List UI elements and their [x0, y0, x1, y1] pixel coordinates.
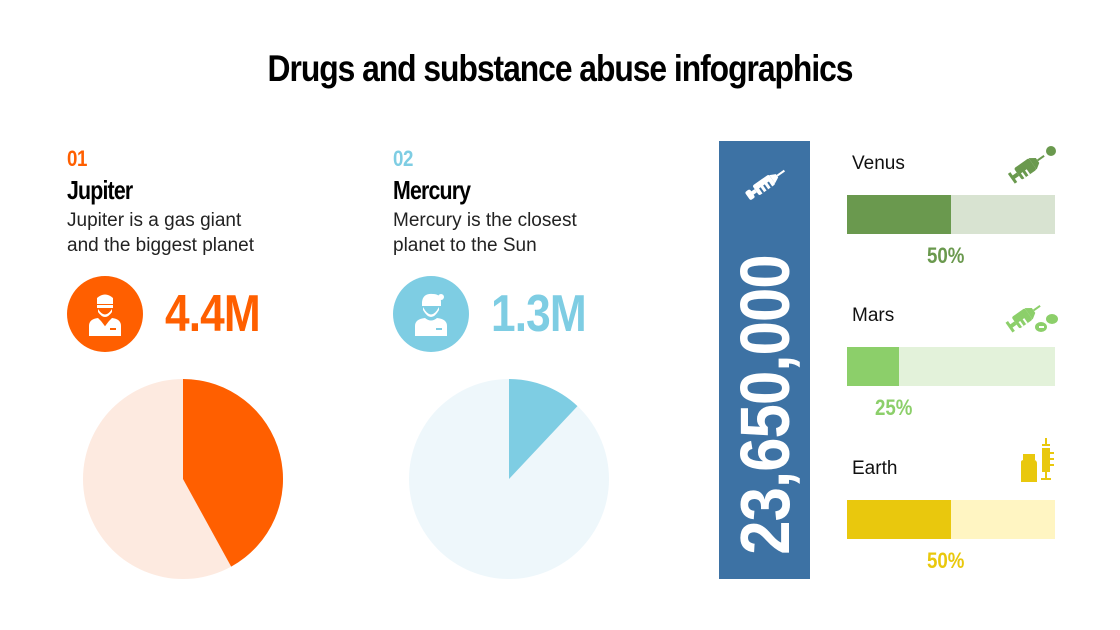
card-description: Mercury is the closest planet to the Sun	[393, 208, 693, 258]
card-name: Jupiter	[67, 175, 133, 205]
progress-fill	[847, 500, 951, 539]
syringe-pills-icon	[1005, 305, 1058, 333]
pie-chart-jupiter	[83, 379, 284, 579]
card-jupiter: 01 Jupiter Jupiter is a gas giant and th…	[67, 146, 367, 352]
vial-syringe-icon	[1021, 438, 1054, 482]
description-line: Jupiter is a gas giant	[67, 210, 242, 231]
bar-label: Venus	[852, 153, 905, 174]
pie-slice-mercury	[509, 379, 578, 479]
pie-slice-jupiter	[183, 379, 284, 567]
percent-label: 50%	[927, 548, 965, 573]
progress-track	[847, 347, 1055, 386]
card-mercury: 02 Mercury Mercury is the closest planet…	[393, 146, 693, 352]
pie-chart-mercury	[409, 379, 609, 579]
female-person-icon	[393, 276, 469, 352]
stat-row: 4.4M	[67, 276, 277, 352]
description-line: planet to the Sun	[393, 235, 537, 256]
bar-label: Mars	[852, 305, 895, 326]
total-banner: 23,650,000	[719, 141, 810, 579]
progress-fill	[847, 195, 951, 234]
progress-track	[847, 500, 1055, 539]
syringe-icon	[745, 169, 785, 200]
progress-fill	[847, 347, 899, 386]
syringe-drop-icon	[1007, 146, 1056, 184]
stat-row: 1.3M	[393, 276, 603, 352]
male-person-icon	[67, 276, 143, 352]
card-name: Mercury	[393, 175, 471, 205]
percent-label: 50%	[927, 243, 965, 268]
description-line: Mercury is the closest	[393, 210, 577, 231]
page-title: Drugs and substance abuse infographics	[267, 48, 854, 89]
progress-track	[847, 195, 1055, 234]
total-value: 23,650,000	[725, 255, 804, 555]
description-line: and the biggest planet	[67, 235, 254, 256]
card-number: 01	[67, 146, 87, 171]
percent-label: 25%	[875, 395, 913, 420]
card-description: Jupiter is a gas giant and the biggest p…	[67, 208, 367, 258]
card-number: 02	[393, 146, 413, 171]
bar-label: Earth	[852, 458, 898, 479]
stat-value: 1.3M	[491, 285, 587, 343]
stat-value: 4.4M	[165, 285, 261, 343]
